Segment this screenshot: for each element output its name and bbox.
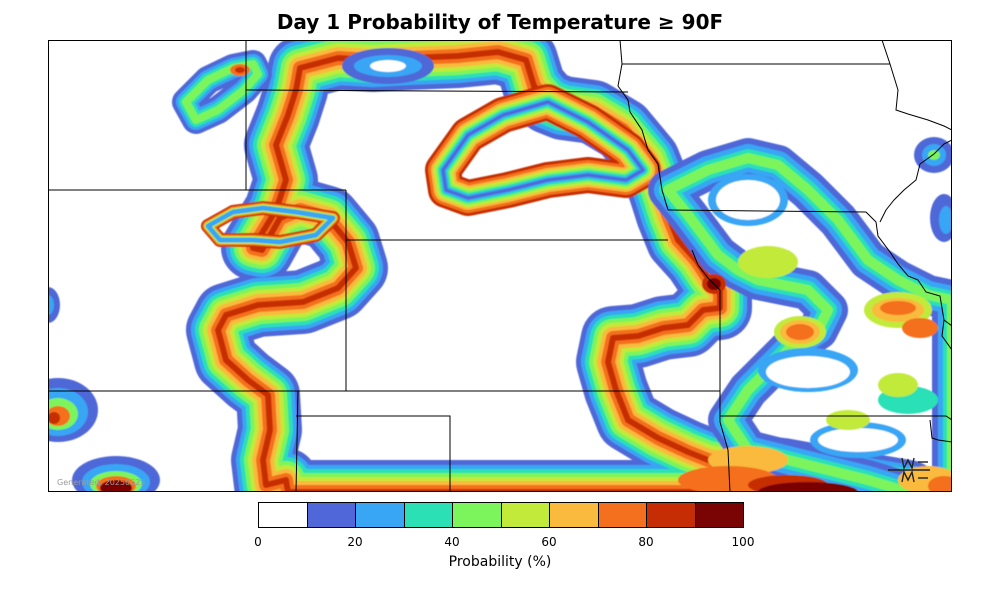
generated-timestamp: Generated: 20250625: [57, 478, 146, 487]
wx-logo-icon: [884, 452, 934, 488]
legend-bin-50-60: [501, 503, 550, 527]
legend-bin-30-40: [404, 503, 453, 527]
southwest-blobs: [48, 378, 160, 492]
legend-tick-40: 40: [444, 535, 460, 549]
northwest-blob: [186, 64, 258, 120]
east-cool-holes: [708, 174, 938, 458]
legend-tick-80: 80: [638, 535, 654, 549]
legend-tick-0: 0: [254, 535, 262, 549]
legend-bin-60-70: [550, 503, 599, 527]
legend-tick-60: 60: [541, 535, 557, 549]
legend-bin-40-50: [453, 503, 502, 527]
probability-legend: [258, 502, 744, 528]
legend-tick-100: 100: [731, 535, 755, 549]
legend-title: Probability (%): [448, 554, 552, 570]
legend-bin-20-30: [356, 503, 405, 527]
west-edge-blob: [48, 287, 60, 323]
north-top-blob: [342, 48, 434, 84]
legend-bin-90-100: [695, 503, 743, 527]
map-title: Day 1 Probability of Temperature ≥ 90F: [276, 10, 724, 34]
legend-bin-80-90: [647, 503, 696, 527]
legend-bin-0-10: [259, 503, 308, 527]
legend-bin-10-20: [307, 503, 356, 527]
legend-tick-20: 20: [347, 535, 363, 549]
probability-map: [48, 40, 952, 492]
state-borders: [48, 40, 952, 492]
legend-colorbar: [258, 502, 744, 528]
map-frame-border: [48, 40, 952, 492]
east-hotspots: [678, 246, 952, 492]
legend-bin-70-80: [598, 503, 647, 527]
